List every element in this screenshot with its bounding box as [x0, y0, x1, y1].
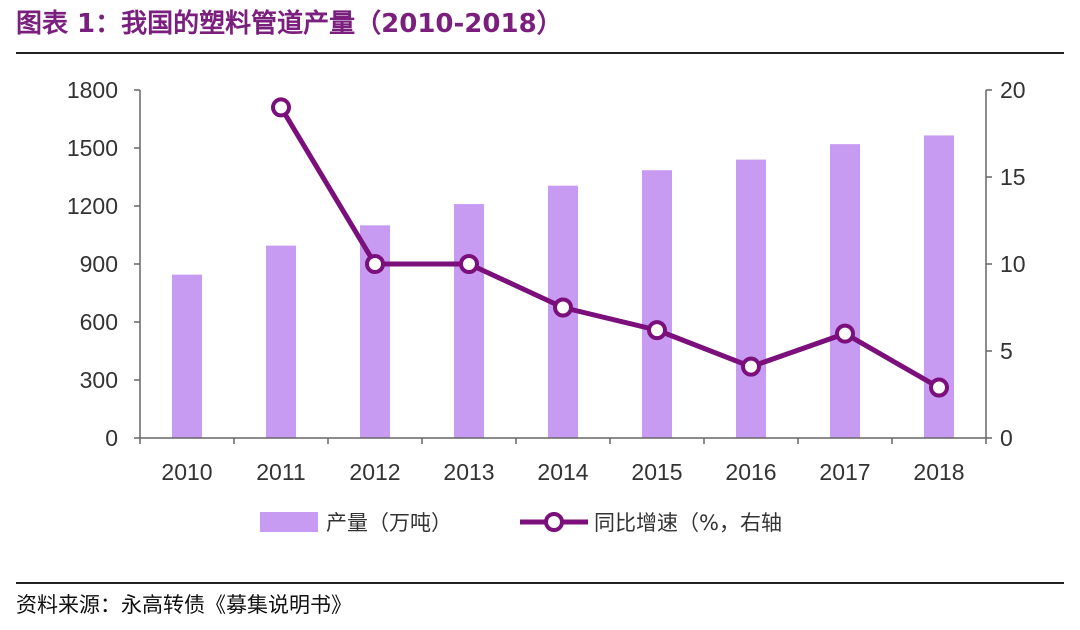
growth-point-2017	[835, 323, 855, 344]
growth-point-2013	[459, 254, 479, 274]
left-tick-label: 0	[105, 425, 118, 451]
x-tick-label: 2016	[725, 459, 776, 485]
legend-line-marker	[544, 512, 564, 532]
source-note: 资料来源：永高转债《募集说明书》	[16, 593, 352, 617]
left-tick-label: 1200	[67, 193, 118, 219]
bar-2013	[454, 204, 484, 438]
chart-legend: 产量（万吨） 同比增速（%，右轴	[260, 511, 782, 535]
x-tick-label: 2010	[161, 459, 212, 485]
chart-title: 图表 1：我国的塑料管道产量（2010-2018）	[16, 9, 563, 39]
left-tick-label: 1800	[67, 77, 118, 103]
bar-2015	[642, 170, 672, 438]
left-tick-label: 900	[80, 251, 118, 277]
growth-point-2012	[365, 254, 385, 274]
chart-canvas: 0 300 600 900 1200 1500 1800 0 5 10 15 20 2010 2011 20…	[67, 77, 1026, 535]
bar-2010	[172, 274, 202, 438]
x-tick-label: 2012	[349, 459, 400, 485]
x-tick-label: 2015	[631, 459, 682, 485]
x-tick-label: 2017	[819, 459, 870, 485]
x-tick-label: 2011	[256, 459, 305, 485]
right-tick-label: 0	[1000, 425, 1013, 451]
growth-point-2015	[647, 320, 667, 341]
chart-axes: 0 300 600 900 1200 1500 1800 0 5 10 15 20 2010 2011 20…	[67, 77, 1026, 485]
source-divider	[16, 582, 1064, 584]
growth-point-2014	[553, 297, 573, 318]
growth-line	[278, 106, 941, 390]
legend-bar-label: 产量（万吨）	[326, 511, 452, 535]
right-tick-label: 15	[1000, 164, 1026, 190]
bar-2016	[736, 159, 766, 438]
right-tick-label: 10	[1000, 251, 1026, 277]
x-tick-label: 2014	[537, 459, 588, 485]
left-tick-label: 600	[80, 309, 118, 335]
left-tick-label: 1500	[67, 135, 118, 161]
legend-line-label: 同比增速（%，右轴	[594, 511, 782, 535]
bar-2011	[266, 245, 296, 438]
bar-2017	[830, 144, 860, 438]
x-tick-label: 2013	[443, 459, 494, 485]
growth-point-2011	[271, 97, 291, 118]
growth-point-2018	[929, 377, 949, 398]
title-divider	[16, 52, 1064, 54]
left-tick-label: 300	[80, 367, 118, 393]
growth-point-2016	[741, 356, 761, 377]
right-tick-label: 20	[1000, 77, 1026, 103]
line-series	[271, 97, 949, 398]
right-tick-label: 5	[1000, 338, 1013, 364]
bar-series	[172, 135, 954, 438]
x-tick-label: 2018	[913, 459, 964, 485]
legend-bar-swatch	[260, 512, 318, 532]
